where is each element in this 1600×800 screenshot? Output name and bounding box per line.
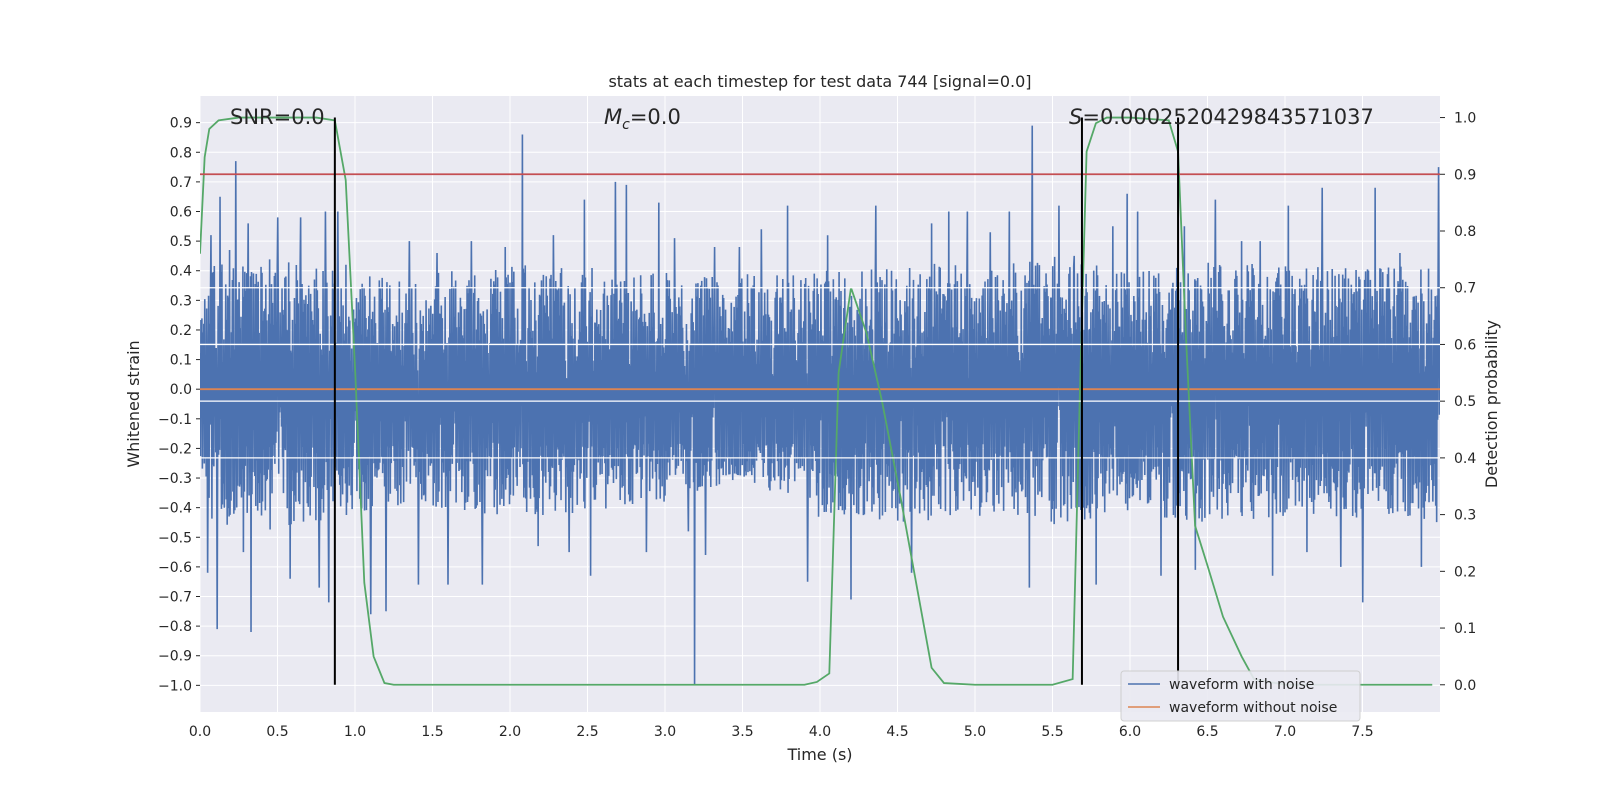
plot-area (200, 116, 1440, 686)
y-tick-label: 0.9 (170, 116, 192, 132)
s-value-tail: 37 (1347, 105, 1374, 129)
chirp-mass-symbol: M (604, 105, 622, 129)
y2-tick-label: 0.7 (1454, 281, 1476, 297)
x-tick-label: 1.5 (421, 724, 443, 740)
x-tick-label: 4.0 (809, 724, 831, 740)
legend-label-noise: waveform with noise (1169, 677, 1314, 693)
legend: waveform with noise waveform without noi… (1120, 670, 1361, 722)
y2-tick-label: 0.4 (1454, 451, 1476, 467)
s-value: =0.00025204298435710 (1082, 105, 1347, 129)
y-tick-label: −0.4 (158, 501, 192, 517)
x-tick-label: 5.5 (1041, 724, 1063, 740)
y2-tick-label: 0.1 (1454, 621, 1476, 637)
y-tick-label: −0.7 (158, 590, 192, 606)
chirp-mass-value: =0.0 (630, 105, 681, 129)
x-tick-label: 4.5 (886, 724, 908, 740)
x-tick-label: 0.0 (189, 724, 211, 740)
x-axis: 0.0 0.5 1.0 1.5 2.0 2.5 3.0 3.5 4.0 4.5 5.0 5.5 6.0 6… (189, 724, 1374, 740)
x-tick-label: 2.0 (499, 724, 521, 740)
x-tick-label: 0.5 (266, 724, 288, 740)
y-tick-label: 0.2 (170, 323, 192, 339)
y-axis-left: 0.9 0.8 0.7 0.6 0.5 0.4 0.3 0.2 0.1 0.0 −0.1 −0.2 −0… (158, 116, 200, 694)
x-tick-label: 2.5 (576, 724, 598, 740)
y-tick-label: 0.4 (170, 264, 192, 280)
y-tick-label: 0.6 (170, 205, 192, 221)
y2-tick-label: 0.9 (1454, 167, 1476, 183)
s-annotation: S=0.0002520429843571037 (1069, 105, 1374, 129)
x-axis-label: Time (s) (786, 745, 852, 764)
y-tick-label: −0.8 (158, 619, 192, 635)
x-tick-label: 6.0 (1119, 724, 1141, 740)
y2-tick-label: 0.5 (1454, 394, 1476, 410)
x-tick-label: 1.0 (344, 724, 366, 740)
y-tick-label: −0.2 (158, 441, 192, 457)
x-tick-label: 6.5 (1196, 724, 1218, 740)
y-axis-label: Whitened strain (124, 340, 143, 467)
y-tick-label: 0.7 (170, 175, 192, 191)
chirp-mass-annotation: Mc=0.0 (604, 105, 681, 133)
legend-label-clean: waveform without noise (1169, 700, 1337, 716)
x-tick-label: 7.0 (1274, 724, 1296, 740)
y2-tick-label: 0.2 (1454, 564, 1476, 580)
y-tick-label: −0.1 (158, 412, 192, 428)
y-tick-label: −0.5 (158, 530, 192, 546)
snr-annotation: SNR=0.0 (230, 105, 325, 129)
y-tick-label: 0.8 (170, 145, 192, 161)
s-symbol: S (1069, 105, 1082, 129)
y-tick-label: 0.0 (170, 382, 192, 398)
legend-box (1120, 670, 1361, 722)
x-tick-label: 7.5 (1351, 724, 1373, 740)
y2-tick-label: 1.0 (1454, 111, 1476, 127)
y-tick-label: 0.5 (170, 234, 192, 250)
y2-tick-label: 0.3 (1454, 508, 1476, 524)
x-tick-label: 3.5 (731, 724, 753, 740)
y2-axis-label: Detection probability (1482, 320, 1501, 488)
y-tick-label: −0.6 (158, 560, 192, 576)
y2-tick-label: 0.8 (1454, 224, 1476, 240)
chirp-mass-subscript: c (622, 117, 630, 133)
y-axis-right: 1.0 0.9 0.8 0.7 0.6 0.5 0.4 0.3 0.2 0.1 0.0 (1440, 111, 1476, 694)
x-tick-label: 3.0 (654, 724, 676, 740)
y2-tick-label: 0.6 (1454, 337, 1476, 353)
y2-tick-label: 0.0 (1454, 678, 1476, 694)
series-line-2 (200, 116, 1433, 686)
x-tick-label: 5.0 (964, 724, 986, 740)
y-tick-label: 0.1 (170, 353, 192, 369)
y-tick-label: −0.9 (158, 649, 192, 665)
y-tick-label: −0.3 (158, 471, 192, 487)
y-tick-label: 0.3 (170, 293, 192, 309)
chart-title: stats at each timestep for test data 744… (608, 72, 1031, 91)
y-tick-label: −1.0 (158, 678, 192, 694)
